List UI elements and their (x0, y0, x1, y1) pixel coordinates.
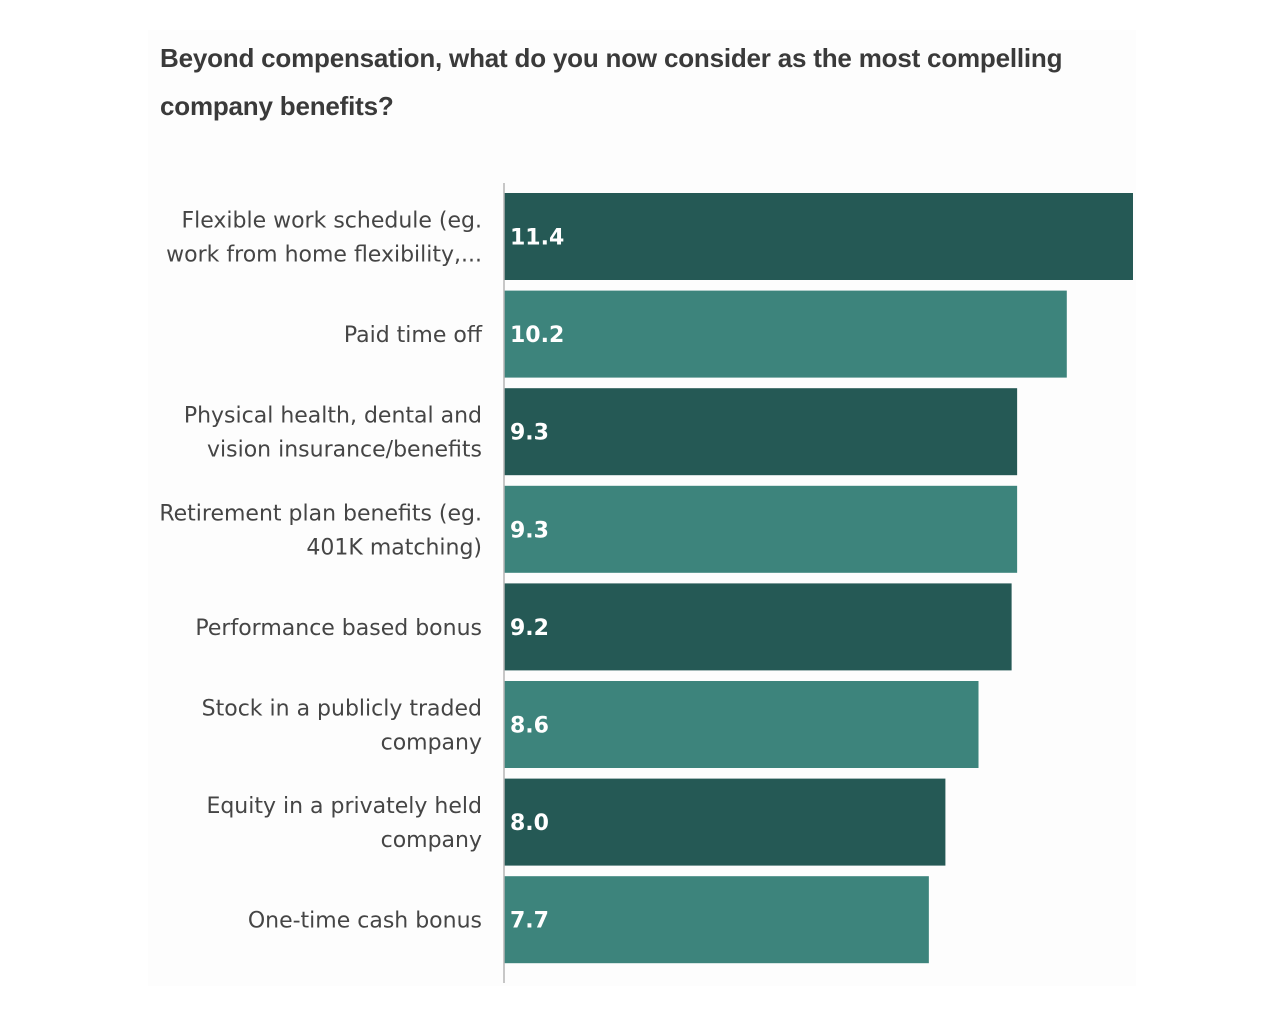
category-label: Physical health, dental and vision insura… (184, 404, 482, 463)
bar (504, 681, 979, 768)
category-label: One-time cash bonus (248, 909, 482, 934)
bar (504, 485, 1018, 573)
bar (504, 193, 1133, 280)
category-label: Flexible work schedule (eg. work from hom… (166, 209, 482, 268)
bar-value-label: 9.2 (510, 616, 549, 641)
bar (504, 388, 1018, 476)
bar-value-label: 9.3 (510, 421, 549, 446)
category-label: Stock in a publicly traded company (202, 697, 482, 756)
bar-value-label: 7.7 (510, 909, 549, 934)
category-label: Performance based bonus (195, 616, 482, 641)
bar (504, 778, 946, 866)
bar-value-label: 9.3 (510, 518, 549, 543)
bar-value-label: 11.4 (510, 226, 564, 251)
bar (504, 583, 1012, 671)
bar-value-label: 8.0 (510, 811, 549, 836)
category-label: Paid time off (344, 323, 483, 348)
bar-value-label: 10.2 (510, 323, 564, 348)
bar-value-label: 8.6 (510, 714, 549, 739)
category-label: Retirement plan benefits (eg. 401K matchi… (159, 501, 482, 560)
category-label: Equity in a privately held company (206, 794, 482, 853)
chart-title: Beyond compensation, what do you now con… (160, 43, 1063, 121)
bar (504, 876, 929, 964)
bar (504, 290, 1067, 378)
